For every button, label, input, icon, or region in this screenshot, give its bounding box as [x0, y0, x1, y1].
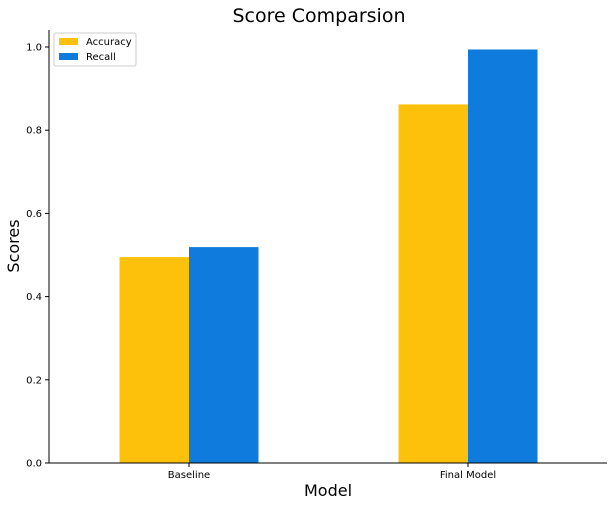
legend-swatch-accuracy — [59, 38, 78, 45]
y-tick-label: 1.0 — [26, 43, 42, 54]
y-tick-label: 0.2 — [26, 375, 42, 386]
chart-title: Score Comparsion — [232, 5, 405, 27]
y-tick-label: 0.6 — [26, 209, 42, 220]
legend-label-accuracy: Accuracy — [86, 37, 132, 48]
bar-accuracy-baseline — [120, 257, 190, 463]
bar-accuracy-final-model — [399, 104, 469, 463]
x-ticks-group: Baseline Final Model — [168, 463, 496, 481]
x-tick-label: Baseline — [168, 470, 210, 481]
y-axis-title: Scores — [4, 219, 23, 272]
y-ticks-group: 0.0 0.2 0.4 0.6 0.8 1.0 — [26, 43, 49, 470]
x-tick-label: Final Model — [440, 470, 496, 481]
legend-label-recall: Recall — [86, 52, 116, 63]
bars-group — [120, 50, 538, 464]
legend: Accuracy Recall — [54, 33, 136, 66]
y-tick-label: 0.8 — [26, 126, 42, 137]
x-axis-title: Model — [304, 481, 352, 500]
bar-recall-final-model — [468, 50, 538, 464]
bar-recall-baseline — [189, 247, 259, 463]
y-tick-label: 0.0 — [26, 459, 42, 470]
legend-swatch-recall — [59, 53, 78, 60]
y-tick-label: 0.4 — [26, 292, 42, 303]
